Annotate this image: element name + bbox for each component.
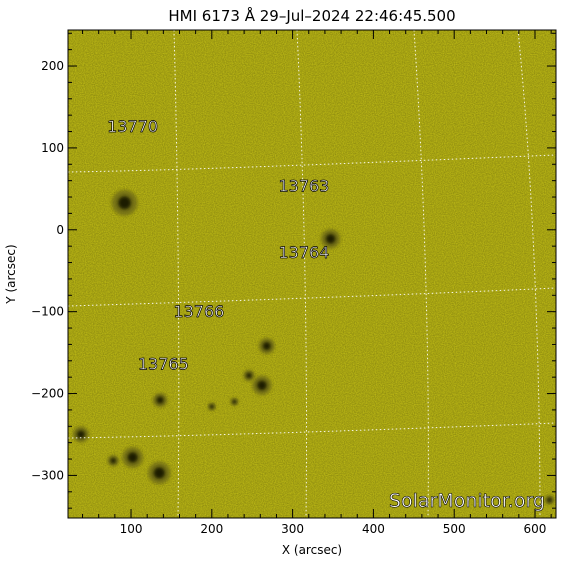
sunspot-layer (72, 189, 555, 505)
sunspot (230, 397, 239, 406)
sunspot (122, 446, 144, 468)
sunspot (243, 369, 255, 382)
sunspot (152, 392, 168, 408)
sunspot (252, 375, 272, 396)
x-tick-label: 600 (524, 522, 547, 536)
sunspot (147, 461, 171, 485)
plot-frame (67, 29, 557, 519)
x-axis-label: X (arcsec) (282, 543, 342, 557)
region-label: 13764 (278, 243, 329, 262)
x-tick-label: 100 (120, 522, 143, 536)
axis-ticks: 100 200 300 400 500 600 200 100 0 −100 −200 −300 (31, 30, 556, 536)
heliographic-grid (68, 30, 556, 518)
sunspot (320, 229, 341, 249)
sunspot (544, 495, 555, 505)
x-tick-label: 300 (281, 522, 304, 536)
sunspot (258, 337, 275, 355)
region-label: 13765 (138, 354, 189, 373)
x-tick-label: 500 (443, 522, 466, 536)
sunspot (107, 455, 119, 467)
y-tick-label: 100 (41, 141, 64, 155)
region-label: 13766 (173, 302, 224, 321)
region-label: 13770 (107, 117, 158, 136)
x-tick-label: 200 (200, 522, 223, 536)
sunspot (111, 189, 138, 216)
y-tick-label: −300 (31, 468, 64, 482)
watermark: SolarMonitor.org (389, 490, 545, 512)
sunspot (207, 402, 216, 411)
y-tick-label: 200 (41, 59, 64, 73)
region-label: 13763 (278, 177, 329, 196)
y-tick-label: 0 (56, 223, 64, 237)
solar-disk-image: 13770 13763 13764 13766 13765 (68, 30, 556, 518)
x-tick-label: 400 (362, 522, 385, 536)
plot-title: HMI 6173 Å 29–Jul–2024 22:46:45.500 (168, 6, 455, 25)
granulation-texture (68, 30, 556, 518)
sunspot (72, 426, 90, 443)
y-tick-label: −200 (31, 387, 64, 401)
region-labels: 13770 13763 13764 13766 13765 (107, 117, 330, 374)
y-axis-label: Y (arcsec) (4, 244, 18, 304)
y-tick-label: −100 (31, 305, 64, 319)
